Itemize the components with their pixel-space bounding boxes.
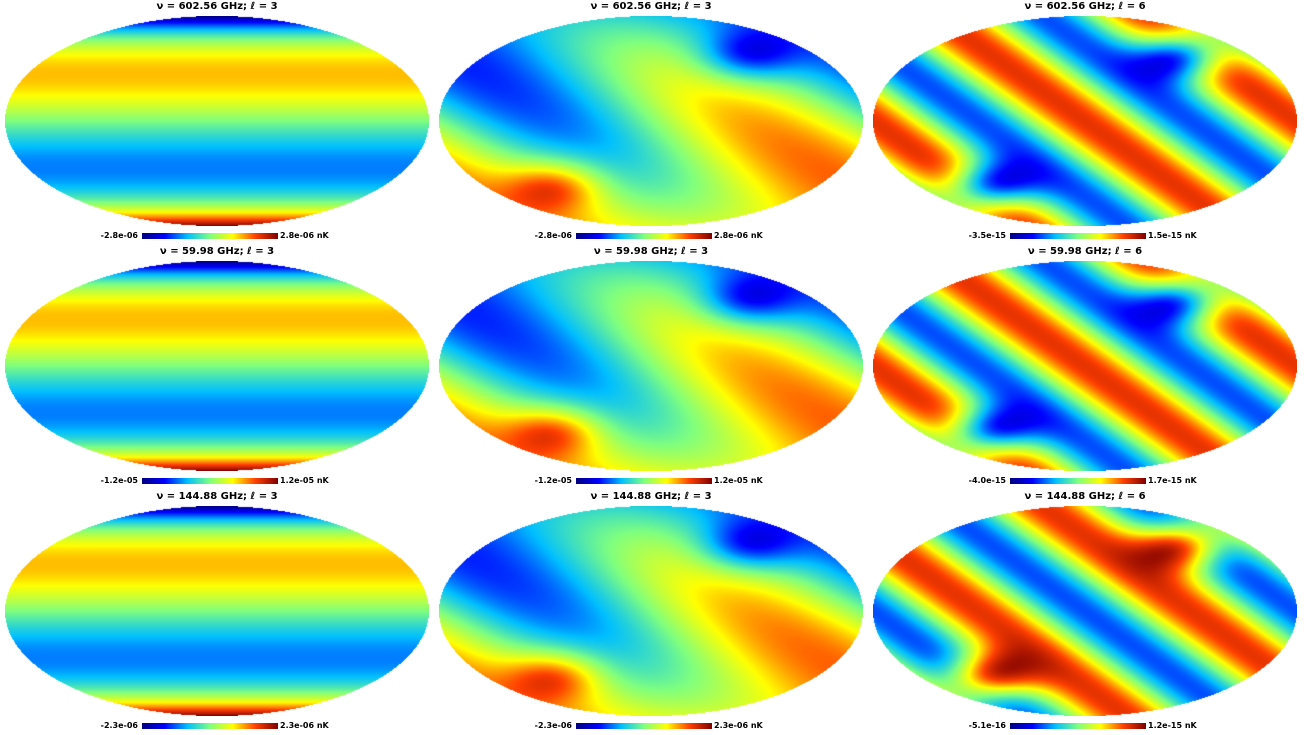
panel-title: ν = 602.56 GHz; ℓ = 6	[1024, 1, 1146, 12]
colorbar: -1.2e-05 1.2e-05 nK	[434, 476, 868, 488]
colorbar: -2.3e-06 2.3e-06 nK	[434, 721, 868, 733]
panel-title: ν = 59.98 GHz; ℓ = 3	[593, 246, 709, 257]
colorbar-gradient	[1010, 723, 1146, 729]
mollweide-map	[5, 16, 429, 226]
mollweide-map	[439, 261, 863, 471]
colorbar-max: 2.3e-06 nK	[280, 721, 329, 730]
colorbar-min: -2.3e-06	[100, 721, 138, 730]
panel-title: ν = 59.98 GHz; ℓ = 6	[1027, 246, 1143, 257]
colorbar-max: 1.2e-05 nK	[280, 476, 329, 485]
panel-title: ν = 602.56 GHz; ℓ = 3	[590, 1, 712, 12]
panel-title: ν = 144.88 GHz; ℓ = 6	[1024, 491, 1146, 502]
colorbar-gradient	[142, 478, 278, 484]
colorbar-min: -3.5e-15	[968, 231, 1006, 240]
panel-title: ν = 59.98 GHz; ℓ = 3	[159, 246, 275, 257]
mollweide-map	[873, 261, 1297, 471]
panel-title: ν = 602.56 GHz; ℓ = 3	[156, 1, 278, 12]
panel-r3c2: ν = 144.88 GHz; ℓ = 3 -2.3e-06 2.3e-06 n…	[434, 490, 868, 735]
colorbar-max: 1.2e-15 nK	[1148, 721, 1197, 730]
mollweide-map	[439, 16, 863, 226]
colorbar-min: -2.3e-06	[534, 721, 572, 730]
mollweide-map	[5, 506, 429, 716]
colorbar-min: -1.2e-05	[100, 476, 138, 485]
colorbar-max: 1.7e-15 nK	[1148, 476, 1197, 485]
panel-r2c1: ν = 59.98 GHz; ℓ = 3 -1.2e-05 1.2e-05 nK	[0, 245, 434, 490]
mollweide-map	[439, 506, 863, 716]
panel-title: ν = 144.88 GHz; ℓ = 3	[156, 491, 278, 502]
colorbar-max: 2.8e-06 nK	[280, 231, 329, 240]
colorbar: -5.1e-16 1.2e-15 nK	[868, 721, 1302, 733]
panel-r2c2: ν = 59.98 GHz; ℓ = 3 -1.2e-05 1.2e-05 nK	[434, 245, 868, 490]
mollweide-map	[873, 16, 1297, 226]
colorbar-gradient	[576, 723, 712, 729]
colorbar-gradient	[1010, 478, 1146, 484]
panel-r2c3: ν = 59.98 GHz; ℓ = 6 -4.0e-15 1.7e-15 nK	[868, 245, 1302, 490]
panel-r1c2: ν = 602.56 GHz; ℓ = 3 -2.8e-06 2.8e-06 n…	[434, 0, 868, 245]
colorbar-min: -5.1e-16	[968, 721, 1006, 730]
colorbar-max: 1.5e-15 nK	[1148, 231, 1197, 240]
colorbar: -4.0e-15 1.7e-15 nK	[868, 476, 1302, 488]
colorbar-min: -2.8e-06	[100, 231, 138, 240]
colorbar-max: 2.8e-06 nK	[714, 231, 763, 240]
colorbar-min: -2.8e-06	[534, 231, 572, 240]
panel-title: ν = 144.88 GHz; ℓ = 3	[590, 491, 712, 502]
colorbar-min: -4.0e-15	[968, 476, 1006, 485]
colorbar-gradient	[576, 233, 712, 239]
colorbar-min: -1.2e-05	[534, 476, 572, 485]
colorbar-max: 1.2e-05 nK	[714, 476, 763, 485]
panel-r1c3: ν = 602.56 GHz; ℓ = 6 -3.5e-15 1.5e-15 n…	[868, 0, 1302, 245]
colorbar: -3.5e-15 1.5e-15 nK	[868, 231, 1302, 243]
colorbar: -2.8e-06 2.8e-06 nK	[434, 231, 868, 243]
panel-r3c3: ν = 144.88 GHz; ℓ = 6 -5.1e-16 1.2e-15 n…	[868, 490, 1302, 735]
mollweide-map	[5, 261, 429, 471]
mollweide-map	[873, 506, 1297, 716]
panel-r3c1: ν = 144.88 GHz; ℓ = 3 -2.3e-06 2.3e-06 n…	[0, 490, 434, 735]
panel-r1c1: ν = 602.56 GHz; ℓ = 3 -2.8e-06 2.8e-06 n…	[0, 0, 434, 245]
colorbar-gradient	[576, 478, 712, 484]
colorbar: -2.3e-06 2.3e-06 nK	[0, 721, 434, 733]
colorbar-max: 2.3e-06 nK	[714, 721, 763, 730]
colorbar: -1.2e-05 1.2e-05 nK	[0, 476, 434, 488]
colorbar-gradient	[1010, 233, 1146, 239]
colorbar-gradient	[142, 723, 278, 729]
colorbar-gradient	[142, 233, 278, 239]
colorbar: -2.8e-06 2.8e-06 nK	[0, 231, 434, 243]
